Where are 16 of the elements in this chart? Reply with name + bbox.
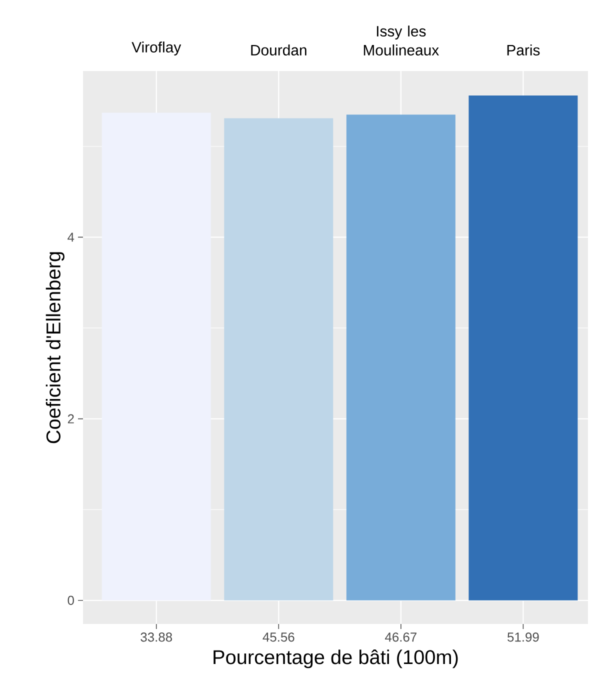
bar: [346, 114, 456, 600]
y-tick-label: 4: [68, 232, 74, 242]
y-tick-label: 2: [68, 414, 74, 424]
text: Issy les Moulineaux: [364, 26, 439, 56]
x-tick-label: 33.88: [140, 632, 172, 642]
bar: [468, 96, 578, 600]
x-tick-label: 46.67: [385, 632, 416, 642]
text: Paris: [507, 44, 540, 56]
x-axis-title: Pourcentage de bâti (100m): [214, 650, 458, 668]
x-tick-label: 51.99: [508, 632, 539, 642]
y-tick-label: 0: [68, 596, 74, 605]
y-axis-title: Coeficient d'Ellenberg: [46, 252, 64, 444]
bar: [224, 118, 334, 600]
text: Viroflay: [132, 42, 182, 56]
x-tick-label: 45.56: [262, 632, 294, 642]
text: Dourdan: [251, 44, 306, 56]
